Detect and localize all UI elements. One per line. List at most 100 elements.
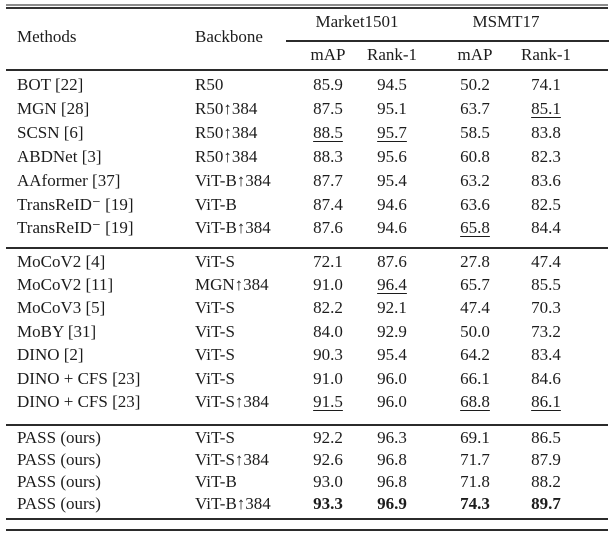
value-cell: 87.4 bbox=[313, 194, 343, 214]
value-cell: 87.6 bbox=[377, 251, 407, 271]
method-cell: MoCoV3 [5] bbox=[17, 298, 106, 318]
value-cell: 96.3 bbox=[377, 427, 407, 447]
value-cell: 94.6 bbox=[377, 218, 407, 238]
value-cell: 69.1 bbox=[460, 427, 490, 447]
bottom-rule-outer bbox=[6, 529, 608, 531]
backbone-cell: R50↑384 bbox=[195, 122, 258, 142]
method-cell: TransReID⁻ [19] bbox=[17, 218, 134, 238]
method-cell: MoBY [31] bbox=[17, 321, 97, 341]
subheader-market-rank1: Rank-1 bbox=[366, 45, 418, 64]
value-cell: 65.7 bbox=[460, 274, 490, 294]
backbone-cell: ViT-B bbox=[195, 472, 237, 492]
value-cell: 89.7 bbox=[531, 494, 561, 514]
bottom-rule-inner bbox=[6, 518, 608, 520]
column-header-backbone: Backbone bbox=[195, 27, 263, 46]
backbone-cell: ViT-S↑384 bbox=[195, 391, 269, 411]
subheader-msmt-rank1: Rank-1 bbox=[520, 45, 572, 64]
backbone-cell: ViT-S bbox=[195, 251, 235, 271]
value-cell: 92.1 bbox=[377, 298, 407, 318]
backbone-cell: ViT-B↑384 bbox=[195, 170, 271, 190]
method-cell: TransReID⁻ [19] bbox=[17, 194, 134, 214]
value-cell: 94.6 bbox=[377, 194, 407, 214]
value-cell: 92.6 bbox=[313, 449, 343, 469]
method-cell: PASS (ours) bbox=[17, 494, 101, 514]
value-cell: 90.3 bbox=[313, 345, 343, 365]
method-cell: PASS (ours) bbox=[17, 449, 101, 469]
value-cell: 74.3 bbox=[460, 494, 490, 514]
value-cell: 83.6 bbox=[531, 170, 561, 190]
value-cell: 86.5 bbox=[531, 427, 561, 447]
value-cell: 83.4 bbox=[531, 345, 561, 365]
backbone-cell: R50↑384 bbox=[195, 146, 258, 166]
value-cell: 88.3 bbox=[313, 146, 343, 166]
subheader-market-map: mAP bbox=[310, 45, 346, 64]
value-cell: 88.5 bbox=[313, 122, 343, 142]
backbone-cell: R50↑384 bbox=[195, 98, 258, 118]
header-bottom-rule bbox=[6, 68, 608, 71]
value-cell: 47.4 bbox=[531, 251, 561, 271]
value-cell: 82.5 bbox=[531, 194, 561, 214]
backbone-cell: ViT-S↑384 bbox=[195, 449, 269, 469]
top-rule-outer bbox=[6, 4, 608, 6]
value-cell: 85.1 bbox=[531, 98, 561, 118]
value-cell: 86.1 bbox=[531, 391, 561, 411]
value-cell: 63.6 bbox=[460, 194, 490, 214]
value-cell: 95.6 bbox=[377, 146, 407, 166]
value-cell: 72.1 bbox=[313, 251, 343, 271]
method-cell: SCSN [6] bbox=[17, 122, 84, 142]
value-cell: 58.5 bbox=[460, 122, 490, 142]
value-cell: 85.5 bbox=[531, 274, 561, 294]
backbone-cell: MGN↑384 bbox=[195, 274, 269, 294]
method-cell: MoCoV2 [4] bbox=[17, 251, 106, 271]
value-cell: 96.4 bbox=[377, 274, 407, 294]
method-cell: DINO [2] bbox=[17, 345, 84, 365]
value-cell: 66.1 bbox=[460, 368, 490, 388]
backbone-cell: ViT-S bbox=[195, 321, 235, 341]
value-cell: 50.2 bbox=[460, 75, 490, 94]
value-cell: 87.6 bbox=[313, 218, 343, 238]
value-cell: 96.8 bbox=[377, 449, 407, 469]
value-cell: 60.8 bbox=[460, 146, 490, 166]
value-cell: 47.4 bbox=[460, 298, 490, 318]
backbone-cell: ViT-B↑384 bbox=[195, 494, 271, 514]
value-cell: 71.8 bbox=[460, 472, 490, 492]
value-cell: 91.5 bbox=[313, 391, 343, 411]
value-cell: 91.0 bbox=[313, 274, 343, 294]
value-cell: 92.2 bbox=[313, 427, 343, 447]
value-cell: 95.4 bbox=[377, 170, 407, 190]
value-cell: 65.8 bbox=[460, 218, 490, 238]
method-cell: AAformer [37] bbox=[17, 170, 121, 190]
backbone-cell: ViT-S bbox=[195, 298, 235, 318]
group-header-market1501: Market1501 bbox=[315, 12, 399, 31]
value-cell: 87.7 bbox=[313, 170, 343, 190]
value-cell: 85.9 bbox=[313, 75, 343, 94]
value-cell: 27.8 bbox=[460, 251, 490, 271]
method-cell: BOT [22] bbox=[17, 75, 84, 94]
value-cell: 95.1 bbox=[377, 98, 407, 118]
column-header-methods: Methods bbox=[17, 27, 77, 46]
backbone-cell: R50 bbox=[195, 75, 224, 94]
value-cell: 93.0 bbox=[313, 472, 343, 492]
value-cell: 84.0 bbox=[313, 321, 343, 341]
value-cell: 68.8 bbox=[460, 391, 490, 411]
value-cell: 50.0 bbox=[460, 321, 490, 341]
value-cell: 87.9 bbox=[531, 449, 561, 469]
subheader-msmt-map: mAP bbox=[457, 45, 493, 64]
value-cell: 82.3 bbox=[531, 146, 561, 166]
value-cell: 92.9 bbox=[377, 321, 407, 341]
value-cell: 96.9 bbox=[377, 494, 407, 514]
value-cell: 91.0 bbox=[313, 368, 343, 388]
value-cell: 88.2 bbox=[531, 472, 561, 492]
method-cell: PASS (ours) bbox=[17, 472, 101, 492]
backbone-cell: ViT-B↑384 bbox=[195, 218, 271, 238]
value-cell: 63.2 bbox=[460, 170, 490, 190]
value-cell: 94.5 bbox=[377, 75, 407, 94]
section-rule-2 bbox=[6, 424, 608, 426]
method-cell: PASS (ours) bbox=[17, 427, 101, 447]
method-cell: MGN [28] bbox=[17, 98, 90, 118]
value-cell: 96.8 bbox=[377, 472, 407, 492]
value-cell: 82.2 bbox=[313, 298, 343, 318]
group-header-underline bbox=[286, 40, 609, 42]
value-cell: 96.0 bbox=[377, 368, 407, 388]
